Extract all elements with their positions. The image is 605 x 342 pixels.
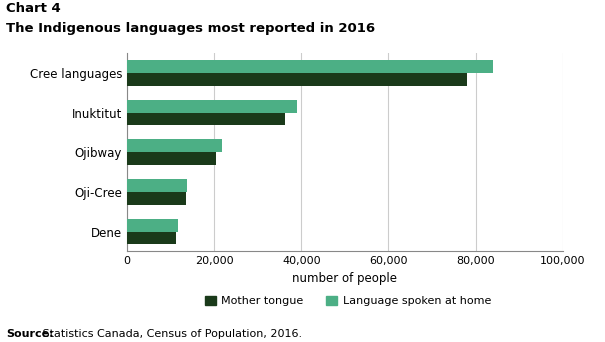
Legend: Mother tongue, Language spoken at home: Mother tongue, Language spoken at home — [200, 292, 495, 311]
Text: The Indigenous languages most reported in 2016: The Indigenous languages most reported i… — [6, 22, 375, 35]
Bar — [127, 232, 177, 244]
Bar — [127, 219, 178, 232]
Text: Statistics Canada, Census of Population, 2016.: Statistics Canada, Census of Population,… — [39, 329, 302, 339]
Bar — [127, 179, 188, 192]
Text: Chart 4: Chart 4 — [6, 2, 60, 15]
Bar — [127, 60, 493, 73]
Text: Source:: Source: — [6, 329, 54, 339]
Bar — [127, 113, 285, 125]
Bar — [127, 152, 216, 165]
Bar — [127, 192, 186, 205]
Bar — [127, 100, 297, 113]
Bar — [127, 140, 222, 152]
Bar — [127, 73, 467, 86]
X-axis label: number of people: number of people — [292, 272, 397, 285]
